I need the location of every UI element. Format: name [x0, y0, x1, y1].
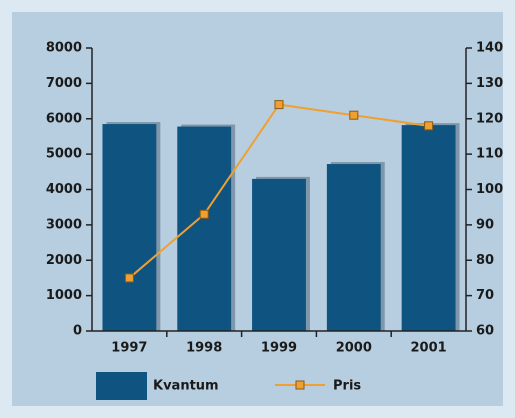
line-marker — [424, 121, 434, 131]
bar — [252, 178, 306, 331]
line-marker — [124, 273, 134, 283]
y-tick-label: 3000 — [46, 217, 82, 232]
legend-swatch — [96, 372, 147, 400]
legend-label: Pris — [333, 379, 361, 394]
y2-tick-label: 60 — [476, 324, 494, 339]
x-tick-label: 1997 — [111, 341, 147, 356]
y-tick-label: 4000 — [46, 182, 82, 197]
bar — [177, 126, 232, 331]
x-tick-label: 2000 — [336, 341, 372, 356]
y2-tick-label: 80 — [476, 253, 494, 268]
y-tick-label: 8000 — [46, 41, 82, 56]
y-tick-label: 5000 — [46, 147, 82, 162]
y2-tick-label: 130 — [476, 76, 503, 91]
bar — [102, 124, 157, 332]
y2-tick-label: 100 — [476, 182, 503, 197]
y-tick-label: 1000 — [46, 288, 82, 303]
y-tick-label: 7000 — [46, 76, 82, 91]
y2-tick-label: 120 — [476, 111, 503, 126]
y2-tick-label: 70 — [476, 288, 494, 303]
x-tick-label: 2001 — [411, 341, 447, 356]
y-tick-label: 0 — [73, 324, 82, 339]
line-marker — [349, 110, 359, 120]
legend-label: Kvantum — [153, 379, 219, 394]
x-tick-label: 1999 — [261, 341, 297, 356]
bar — [326, 164, 381, 331]
x-tick-label: 1998 — [186, 341, 222, 356]
line-marker — [274, 100, 284, 110]
bar — [401, 125, 456, 332]
y-tick-label: 6000 — [46, 111, 82, 126]
legend-marker — [295, 380, 305, 390]
line-marker — [199, 209, 209, 219]
y2-tick-label: 110 — [476, 147, 503, 162]
y-tick-label: 2000 — [46, 253, 82, 268]
y2-tick-label: 90 — [476, 217, 494, 232]
y2-tick-label: 140 — [476, 41, 503, 56]
